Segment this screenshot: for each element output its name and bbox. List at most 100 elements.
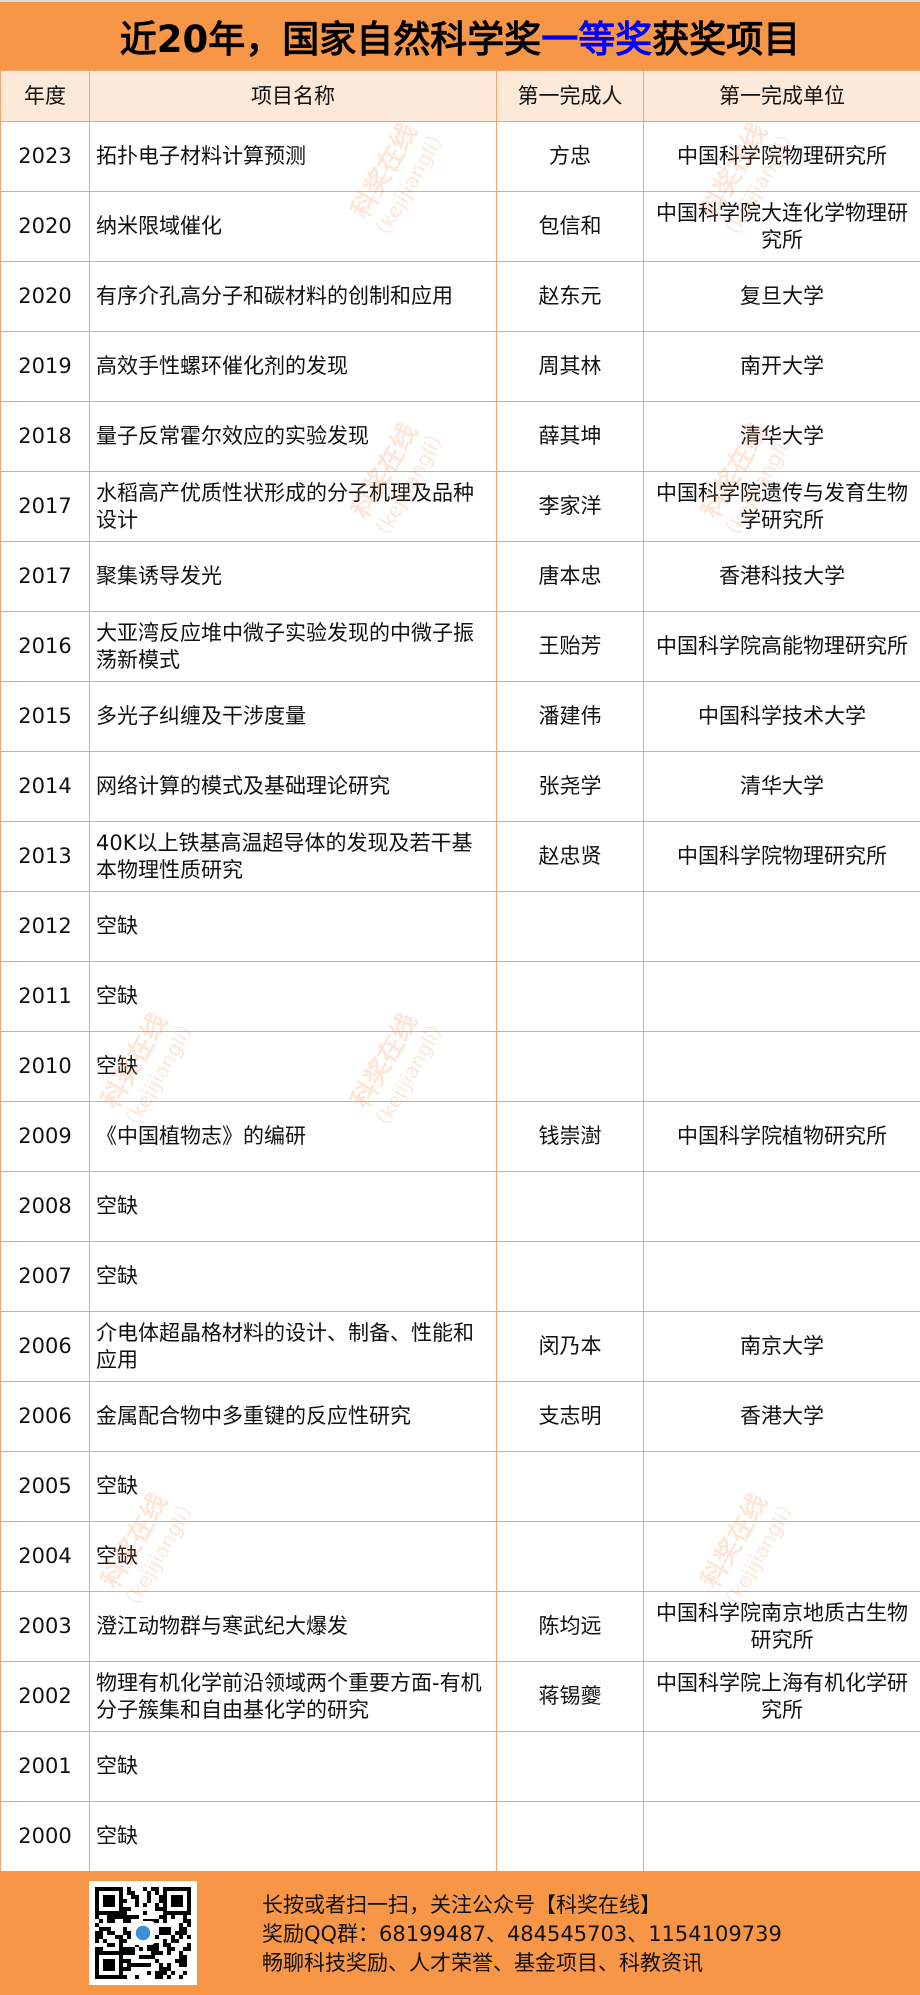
table-row: 2014 网络计算的模式及基础理论研究 张尧学 清华大学 [0, 751, 920, 822]
row-project: 空缺 [89, 1031, 497, 1102]
row-person: 蒋锡夔 [496, 1661, 644, 1732]
row-project: 网络计算的模式及基础理论研究 [89, 751, 497, 822]
row-project: 多光子纠缠及干涉度量 [89, 681, 497, 752]
row-project: 水稻高产优质性状形成的分子机理及品种设计 [89, 471, 497, 542]
row-year: 2011 [0, 961, 90, 1032]
table-row: 2012 空缺 [0, 891, 920, 962]
row-project: 空缺 [89, 1451, 497, 1522]
qr-code-icon [89, 1881, 197, 1985]
row-unit [643, 1451, 920, 1522]
row-person: 潘建伟 [496, 681, 644, 752]
row-year: 2006 [0, 1311, 90, 1382]
row-project: 拓扑电子材料计算预测 [89, 121, 497, 192]
header-project: 项目名称 [89, 70, 497, 122]
row-project: 量子反常霍尔效应的实验发现 [89, 401, 497, 472]
row-unit: 中国科学院遗传与发育生物学研究所 [643, 471, 920, 542]
row-project: 空缺 [89, 1521, 497, 1592]
row-project: 空缺 [89, 1241, 497, 1312]
table-row: 2020 纳米限域催化 包信和 中国科学院大连化学物理研究所 [0, 191, 920, 262]
row-year: 2010 [0, 1031, 90, 1102]
row-unit [643, 1171, 920, 1242]
row-year: 2004 [0, 1521, 90, 1592]
row-year: 2017 [0, 471, 90, 542]
row-project: 高效手性螺环催化剂的发现 [89, 331, 497, 402]
row-unit [643, 961, 920, 1032]
table-row: 2006 金属配合物中多重键的反应性研究 支志明 香港大学 [0, 1381, 920, 1452]
row-year: 2020 [0, 261, 90, 332]
row-person: 闵乃本 [496, 1311, 644, 1382]
row-unit: 中国科学院南京地质古生物研究所 [643, 1591, 920, 1662]
table-row: 2003 澄江动物群与寒武纪大爆发 陈均远 中国科学院南京地质古生物研究所 [0, 1591, 920, 1662]
table-row: 2023 拓扑电子材料计算预测 方忠 中国科学院物理研究所 [0, 121, 920, 192]
row-year: 2013 [0, 821, 90, 892]
row-year: 2023 [0, 121, 90, 192]
row-person: 方忠 [496, 121, 644, 192]
table-row: 2011 空缺 [0, 961, 920, 1032]
row-person [496, 1731, 644, 1802]
row-unit [643, 1031, 920, 1102]
row-unit: 南京大学 [643, 1311, 920, 1382]
row-project: 空缺 [89, 1801, 497, 1872]
row-person: 陈均远 [496, 1591, 644, 1662]
row-unit: 中国科学院物理研究所 [643, 821, 920, 892]
row-person [496, 1801, 644, 1872]
footer-line-3: 畅聊科技奖励、人才荣誉、基金项目、科教资讯 [262, 1951, 703, 1975]
row-person: 薛其坤 [496, 401, 644, 472]
row-person [496, 1031, 644, 1102]
table-row: 2005 空缺 [0, 1451, 920, 1522]
row-year: 2008 [0, 1171, 90, 1242]
row-person: 王贻芳 [496, 611, 644, 682]
row-unit [643, 891, 920, 962]
table-row: 2015 多光子纠缠及干涉度量 潘建伟 中国科学技术大学 [0, 681, 920, 752]
table-row: 2009 《中国植物志》的编研 钱崇澍 中国科学院植物研究所 [0, 1101, 920, 1172]
row-unit [643, 1801, 920, 1872]
table-row: 2013 40K以上铁基高温超导体的发现及若干基本物理性质研究 赵忠贤 中国科学院物理… [0, 821, 920, 892]
table-header-row: 年度 项目名称 第一完成人 第一完成单位 [0, 70, 920, 122]
table-row: 2008 空缺 [0, 1171, 920, 1242]
table-row: 2010 空缺 [0, 1031, 920, 1102]
row-unit: 中国科学院上海有机化学研究所 [643, 1661, 920, 1732]
row-project: 介电体超晶格材料的设计、制备、性能和应用 [89, 1311, 497, 1382]
row-project: 聚集诱导发光 [89, 541, 497, 612]
row-unit: 中国科学院植物研究所 [643, 1101, 920, 1172]
row-person: 张尧学 [496, 751, 644, 822]
row-year: 2017 [0, 541, 90, 612]
table-row: 2018 量子反常霍尔效应的实验发现 薛其坤 清华大学 [0, 401, 920, 472]
row-unit: 清华大学 [643, 751, 920, 822]
table-row: 2001 空缺 [0, 1731, 920, 1802]
row-unit: 中国科学技术大学 [643, 681, 920, 752]
table-row: 2007 空缺 [0, 1241, 920, 1312]
header-year: 年度 [0, 70, 90, 122]
row-year: 2002 [0, 1661, 90, 1732]
row-person: 赵东元 [496, 261, 644, 332]
row-person: 支志明 [496, 1381, 644, 1452]
title-highlight: 一等奖 [541, 18, 653, 61]
title-suffix: 获奖项目 [652, 18, 801, 61]
row-year: 2006 [0, 1381, 90, 1452]
table-row: 2020 有序介孔高分子和碳材料的创制和应用 赵东元 复旦大学 [0, 261, 920, 332]
row-year: 2019 [0, 331, 90, 402]
row-person [496, 891, 644, 962]
table-row: 2004 空缺 [0, 1521, 920, 1592]
row-year: 2018 [0, 401, 90, 472]
row-project: 40K以上铁基高温超导体的发现及若干基本物理性质研究 [89, 821, 497, 892]
row-person: 赵忠贤 [496, 821, 644, 892]
table-row: 2017 聚集诱导发光 唐本忠 香港科技大学 [0, 541, 920, 612]
row-project: 有序介孔高分子和碳材料的创制和应用 [89, 261, 497, 332]
page-title: 近20年，国家自然科学奖 一等奖 获奖项目 [0, 0, 920, 70]
footer-line-2: 奖励QQ群：68199487、484545703、1154109739 [262, 1922, 782, 1946]
table-row: 2019 高效手性螺环催化剂的发现 周其林 南开大学 [0, 331, 920, 402]
row-year: 2000 [0, 1801, 90, 1872]
row-unit [643, 1241, 920, 1312]
title-prefix: 近20年，国家自然科学奖 [119, 18, 542, 61]
row-year: 2012 [0, 891, 90, 962]
row-unit: 香港科技大学 [643, 541, 920, 612]
row-person [496, 1241, 644, 1312]
row-project: 金属配合物中多重键的反应性研究 [89, 1381, 497, 1452]
row-year: 2007 [0, 1241, 90, 1312]
row-person [496, 961, 644, 1032]
table-row: 2017 水稻高产优质性状形成的分子机理及品种设计 李家洋 中国科学院遗传与发育生物学… [0, 471, 920, 542]
row-person [496, 1521, 644, 1592]
header-person: 第一完成人 [496, 70, 644, 122]
row-unit: 中国科学院大连化学物理研究所 [643, 191, 920, 262]
